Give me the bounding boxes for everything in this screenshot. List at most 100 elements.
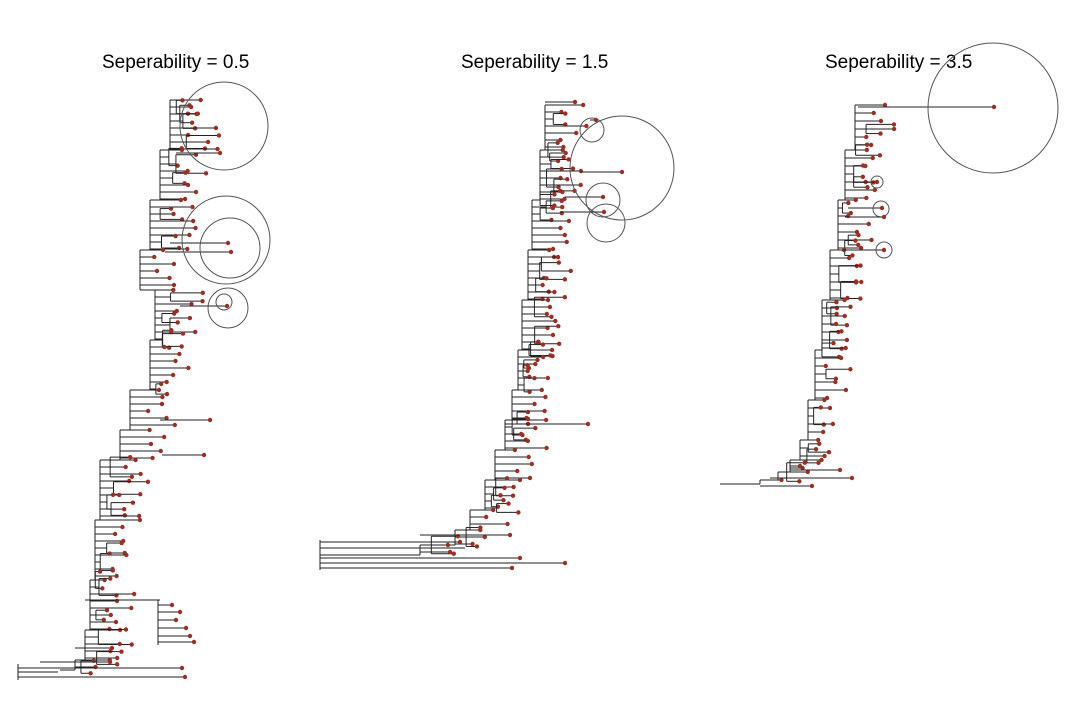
leaf-node: [879, 205, 885, 211]
leaf-node: [552, 192, 557, 197]
leaf-node: [573, 130, 579, 136]
leaf-node: [225, 240, 231, 246]
leaf-node: [853, 238, 858, 243]
leaf-node: [555, 254, 561, 260]
leaf-node: [891, 122, 897, 127]
leaf-node: [160, 394, 165, 400]
leaf-node: [160, 247, 166, 253]
leaf-node: [506, 501, 511, 506]
leaf-node: [822, 453, 827, 459]
leaf-node: [834, 300, 839, 305]
leaf-node: [117, 627, 123, 633]
leaf-node: [871, 110, 876, 116]
leaf-node: [865, 185, 870, 190]
leaf-node: [532, 401, 537, 407]
leaf-node: [107, 551, 112, 556]
leaf-node: [173, 617, 179, 623]
leaf-node: [97, 569, 103, 574]
highlight-circle: [927, 42, 1059, 174]
leaf-node: [833, 379, 838, 385]
leaf-node: [201, 452, 207, 458]
leaf-node: [816, 460, 821, 466]
highlight-circle: [586, 203, 626, 243]
leaf-node: [172, 422, 178, 428]
leaf-node: [154, 268, 160, 274]
leaf-node: [207, 417, 213, 423]
leaf-node: [470, 541, 475, 547]
leaf-node: [817, 441, 822, 447]
leaf-node: [138, 492, 143, 497]
leaf-node: [509, 565, 515, 571]
leaf-node: [860, 174, 866, 179]
leaf-node: [820, 429, 826, 435]
leaf-node: [148, 441, 154, 447]
leaf-node: [162, 344, 167, 350]
leaf-node: [457, 539, 463, 545]
leaf-node: [213, 125, 219, 131]
leaf-node: [131, 591, 137, 597]
leaf-node: [173, 233, 178, 239]
leaf-node: [797, 479, 802, 484]
leaf-node: [171, 211, 176, 217]
leaf-node: [198, 97, 203, 103]
leaf-node: [526, 454, 531, 460]
leaf-node: [562, 295, 568, 300]
leaf-node: [525, 438, 531, 444]
leaf-node: [565, 176, 570, 182]
leaf-node: [525, 368, 530, 374]
leaf-node: [572, 99, 578, 105]
leaf-node: [164, 415, 169, 421]
leaf-node: [842, 313, 847, 319]
leaf-node: [560, 147, 565, 153]
leaf-node: [864, 195, 869, 201]
leaf-node: [557, 188, 563, 194]
leaf-node: [179, 344, 184, 349]
leaf-node: [868, 142, 874, 148]
panel-title: Seperability = 0.5: [102, 52, 250, 73]
leaf-node: [112, 531, 118, 537]
leaf-node: [159, 401, 165, 407]
leaf-node: [117, 492, 122, 498]
leaf-node: [550, 332, 556, 338]
leaf-node: [517, 555, 523, 561]
leaf-node: [180, 98, 185, 103]
leaf-node: [545, 325, 550, 331]
leaf-node: [120, 524, 125, 530]
leaf-node: [200, 298, 205, 304]
leaf-node: [809, 483, 815, 489]
leaf-node: [549, 347, 555, 353]
leaf-node: [866, 221, 871, 227]
leaf-node: [535, 339, 541, 345]
leaf-node: [545, 297, 551, 303]
highlight-circle: [215, 293, 233, 311]
leaf-node: [556, 260, 562, 265]
leaf-node: [217, 150, 223, 156]
leaf-node: [559, 198, 564, 204]
leaf-node: [558, 225, 563, 231]
highlight-circle: [579, 117, 605, 143]
leaf-node: [991, 104, 997, 110]
leaf-node: [547, 304, 553, 310]
highlight-circle: [875, 241, 893, 259]
leaf-node: [802, 460, 808, 465]
leaf-node: [478, 525, 483, 530]
leaf-node: [562, 560, 568, 566]
leaf-node: [846, 200, 851, 206]
leaf-node: [100, 586, 105, 591]
leaf-node: [864, 134, 869, 140]
leaf-node: [858, 263, 863, 268]
leaf-node: [171, 282, 177, 288]
leaf-node: [505, 521, 510, 527]
leaf-node: [145, 479, 151, 484]
leaf-node: [104, 607, 110, 613]
leaf-node: [114, 662, 120, 667]
leaf-node: [205, 139, 211, 145]
leaf-node: [830, 421, 836, 427]
leaf-node: [133, 457, 138, 463]
leaf-node: [562, 277, 568, 282]
leaf-node: [498, 493, 503, 498]
leaf-node: [517, 477, 523, 483]
leaf-node: [137, 517, 143, 523]
leaf-node: [186, 365, 191, 371]
leaf-node: [559, 204, 565, 210]
